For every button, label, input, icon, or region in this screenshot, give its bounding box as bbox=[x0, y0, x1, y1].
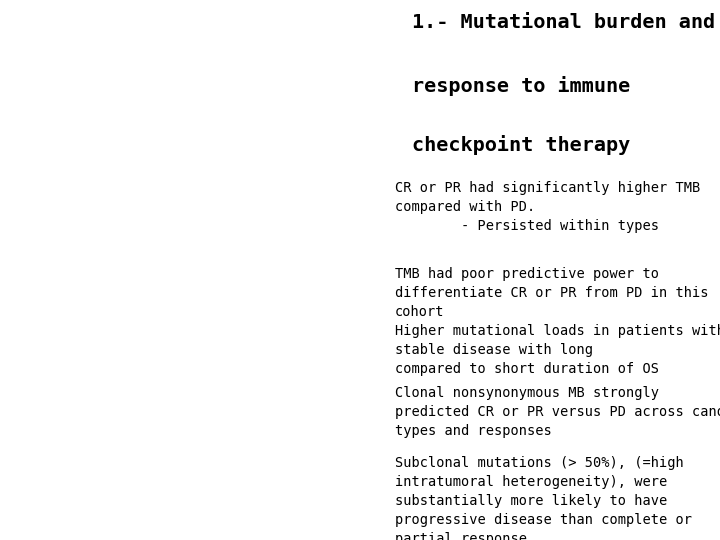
Text: 1.- Mutational burden and: 1.- Mutational burden and bbox=[412, 14, 715, 32]
Text: Subclonal mutations (> 50%), (=high
intratumoral heterogeneity), were
substantia: Subclonal mutations (> 50%), (=high intr… bbox=[395, 456, 692, 540]
Text: CR or PR had significantly higher TMB
compared with PD.
        - Persisted with: CR or PR had significantly higher TMB co… bbox=[395, 181, 701, 233]
Text: checkpoint therapy: checkpoint therapy bbox=[412, 135, 630, 155]
Text: Clonal nonsynonymous MB strongly
predicted CR or PR versus PD across cano
types : Clonal nonsynonymous MB strongly predict… bbox=[395, 386, 720, 438]
Text: TMB had poor predictive power to
differentiate CR or PR from PD in this
cohort
H: TMB had poor predictive power to differe… bbox=[395, 267, 720, 376]
Text: response to immune: response to immune bbox=[412, 76, 630, 96]
